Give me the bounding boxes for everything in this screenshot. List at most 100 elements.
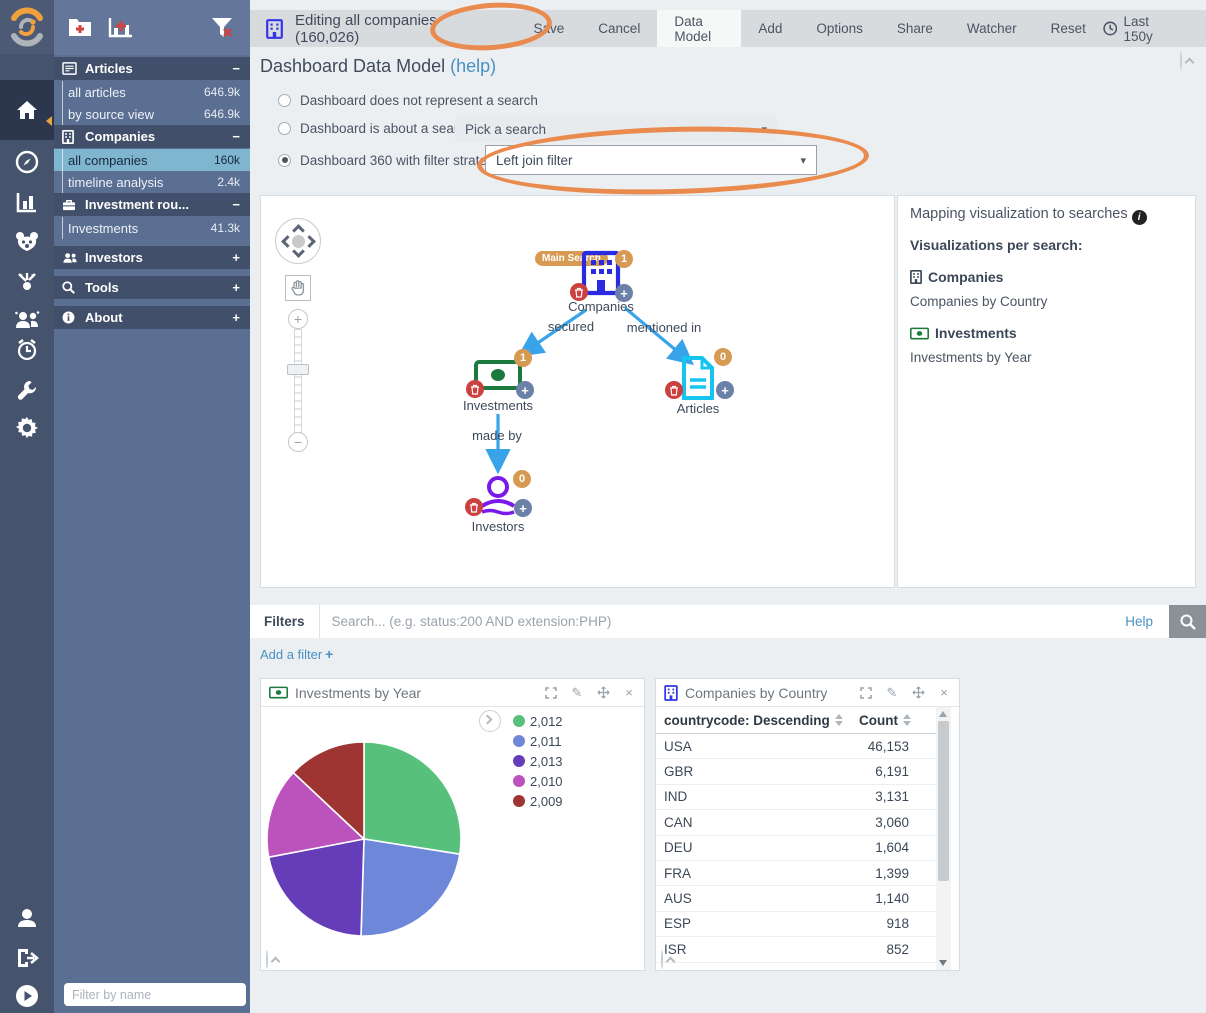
- menu-item-options[interactable]: Options: [816, 21, 863, 36]
- legend-toggle-button[interactable]: [479, 710, 501, 732]
- sign-out-icon[interactable]: [0, 938, 54, 978]
- section-toggle-icon[interactable]: −: [232, 61, 240, 76]
- table-row-esp[interactable]: ESP 918: [656, 912, 937, 938]
- sidebar-section-articles[interactable]: Articles −: [54, 57, 250, 80]
- scroll-down-icon[interactable]: [939, 960, 947, 966]
- radio-button[interactable]: [278, 153, 291, 167]
- hand-tool-button[interactable]: [285, 275, 311, 301]
- investors-node-icon[interactable]: [476, 476, 520, 523]
- legend-item-2-012[interactable]: 2,012: [513, 713, 563, 729]
- panel-collapse-button[interactable]: [266, 950, 281, 969]
- sidebar-item-all-articles[interactable]: all articles 646.9k: [54, 81, 250, 103]
- table-row-can[interactable]: CAN 3,060: [656, 810, 937, 836]
- sidebar-section-about[interactable]: About +: [54, 306, 250, 329]
- add-folder-icon[interactable]: [68, 16, 94, 40]
- add-filter-button[interactable]: Add a filter +: [260, 646, 334, 662]
- menu-item-share[interactable]: Share: [896, 21, 933, 36]
- table-row-gbr[interactable]: GBR 6,191: [656, 759, 937, 785]
- sidebar-item-by-source-view[interactable]: by source view 646.9k: [54, 103, 250, 125]
- info-icon[interactable]: i: [1131, 210, 1147, 225]
- wrench-icon[interactable]: [0, 370, 54, 410]
- legend-item-2-010[interactable]: 2,010: [513, 773, 563, 789]
- section-toggle-icon[interactable]: −: [232, 197, 240, 212]
- mapping-vis-companies-by-country[interactable]: Companies by Country: [910, 294, 1048, 309]
- sidebar-filter-input[interactable]: [64, 983, 246, 1006]
- sidebar-item-all-companies[interactable]: all companies 160k: [54, 149, 250, 171]
- section-toggle-icon[interactable]: +: [232, 280, 240, 295]
- radio-option-1[interactable]: Dashboard is about a search: [278, 115, 473, 141]
- select-left-join-filter[interactable]: Left join filter ▾: [485, 145, 817, 175]
- gear-icon[interactable]: [0, 408, 54, 448]
- play-circle-icon[interactable]: [0, 976, 54, 1013]
- menu-item-reset[interactable]: Reset: [1050, 21, 1086, 36]
- dashboard-bear-icon[interactable]: [0, 222, 54, 262]
- radio-option-0[interactable]: Dashboard does not represent a search: [278, 87, 538, 113]
- pie-slice-2-011[interactable]: [360, 838, 461, 937]
- pie-slice-2-012[interactable]: [363, 741, 462, 856]
- delete-node-button[interactable]: [570, 283, 588, 301]
- table-scrollbar[interactable]: [936, 707, 951, 970]
- sidebar-section-investment-rou[interactable]: Investment rou... −: [54, 193, 250, 216]
- delete-node-button[interactable]: [466, 380, 484, 398]
- radio-option-2[interactable]: Dashboard 360 with filter strategy: [278, 147, 501, 173]
- sidebar-item-investments[interactable]: Investments 41.3k: [54, 217, 250, 239]
- add-relation-button[interactable]: +: [615, 284, 633, 302]
- add-chart-icon[interactable]: [108, 16, 134, 40]
- siren-logo-icon[interactable]: [0, 0, 54, 54]
- table-row-usa[interactable]: USA 46,153: [656, 734, 937, 760]
- pie-chart[interactable]: [257, 732, 471, 946]
- add-relation-button[interactable]: +: [516, 381, 534, 399]
- menu-item-save[interactable]: Save: [533, 21, 565, 36]
- add-relation-button[interactable]: +: [716, 381, 734, 399]
- articles-node-icon[interactable]: [680, 356, 716, 405]
- radio-button[interactable]: [278, 121, 291, 135]
- search-submit-button[interactable]: [1169, 605, 1206, 638]
- pie-slice-2-010[interactable]: [266, 771, 366, 859]
- discover-compass-icon[interactable]: [0, 142, 54, 182]
- pan-control[interactable]: [275, 218, 321, 264]
- visualize-chart-icon[interactable]: [0, 182, 54, 222]
- column-header[interactable]: Count: [859, 713, 911, 728]
- section-toggle-icon[interactable]: +: [232, 250, 240, 265]
- collapse-rail-icon[interactable]: [46, 116, 52, 126]
- table-row-aus[interactable]: AUS 1,140: [656, 886, 937, 912]
- column-header[interactable]: countrycode: Descending: [664, 713, 843, 728]
- menu-item-add[interactable]: Add: [758, 21, 783, 36]
- move-icon[interactable]: [911, 686, 925, 700]
- graph-flow-icon[interactable]: [0, 262, 54, 302]
- mapping-vis-investments-by-year[interactable]: Investments by Year: [910, 350, 1032, 365]
- delete-node-button[interactable]: [665, 381, 683, 399]
- query-search-input[interactable]: [319, 606, 1126, 637]
- legend-item-2-011[interactable]: 2,011: [513, 733, 562, 749]
- panel-collapse-button[interactable]: [661, 950, 676, 969]
- investments-node-icon[interactable]: [474, 360, 522, 395]
- collapse-config-button[interactable]: [1180, 51, 1195, 70]
- sidebar-item-timeline-analysis[interactable]: timeline analysis 2.4k: [54, 171, 250, 193]
- section-toggle-icon[interactable]: +: [232, 310, 240, 325]
- move-icon[interactable]: [596, 686, 610, 700]
- sidebar-section-tools[interactable]: Tools +: [54, 276, 250, 299]
- expand-icon[interactable]: [544, 686, 558, 700]
- user-icon[interactable]: [0, 898, 54, 938]
- sort-icon[interactable]: [903, 714, 911, 726]
- menu-item-watcher[interactable]: Watcher: [966, 21, 1017, 36]
- scrollbar-thumb[interactable]: [938, 721, 949, 881]
- pie-slice-2-013[interactable]: [267, 838, 365, 937]
- section-toggle-icon[interactable]: −: [232, 129, 240, 144]
- table-row-fra[interactable]: FRA 1,399: [656, 861, 937, 887]
- legend-item-2-009[interactable]: 2,009: [513, 793, 563, 809]
- close-icon[interactable]: ×: [940, 685, 948, 700]
- zoom-out-button[interactable]: −: [288, 432, 308, 452]
- legend-item-2-013[interactable]: 2,013: [513, 753, 563, 769]
- clear-filter-icon[interactable]: [210, 16, 236, 40]
- zoom-in-button[interactable]: +: [288, 309, 308, 329]
- expand-icon[interactable]: [859, 686, 873, 700]
- table-row-isr[interactable]: ISR 852: [656, 937, 937, 963]
- menu-item-data-model[interactable]: Data Model: [657, 10, 742, 47]
- companies-node-icon[interactable]: [581, 250, 621, 301]
- edit-pencil-icon[interactable]: ✎: [886, 684, 898, 700]
- delete-node-button[interactable]: [465, 498, 483, 516]
- scroll-up-icon[interactable]: [939, 711, 947, 717]
- edit-pencil-icon[interactable]: ✎: [571, 684, 583, 700]
- people-group-icon[interactable]: [0, 300, 54, 340]
